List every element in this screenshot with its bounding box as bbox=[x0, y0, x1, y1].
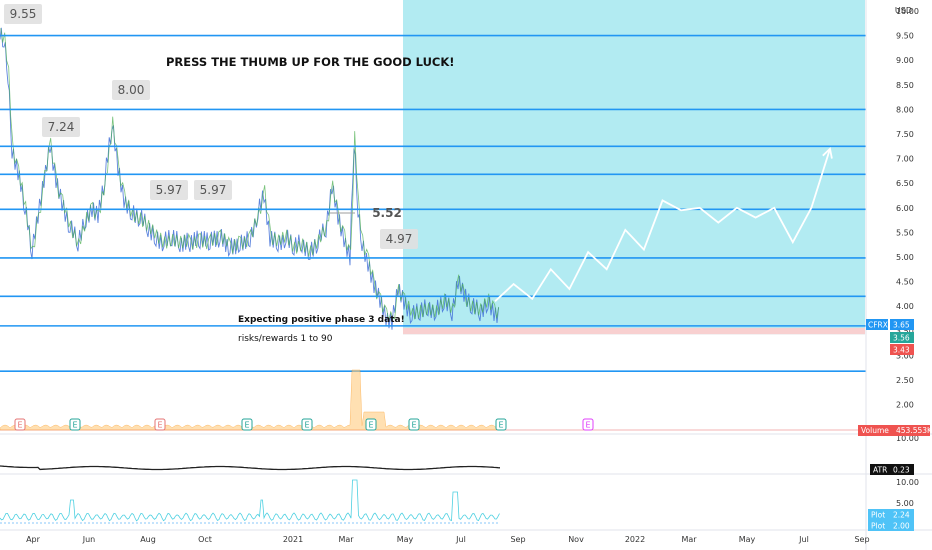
plot-tag bbox=[868, 509, 914, 520]
plot-tag bbox=[868, 520, 914, 531]
earnings-marker[interactable] bbox=[14, 418, 26, 431]
x-tick-label: Mar bbox=[338, 535, 354, 544]
y-tick-label: 8.00 bbox=[896, 105, 914, 114]
earnings-marker-label: E bbox=[17, 421, 22, 430]
x-tick-label: Nov bbox=[568, 535, 584, 544]
earnings-marker-label: E bbox=[244, 421, 249, 430]
price-callout-label: 5.97 bbox=[200, 183, 227, 197]
volume-axis-label: 10.00 bbox=[896, 434, 919, 443]
y-tick-label: 2.00 bbox=[896, 401, 914, 410]
x-tick-label: Jun bbox=[82, 535, 96, 544]
price-callout-label: 7.24 bbox=[48, 120, 75, 134]
plot-tag-label: Plot bbox=[871, 511, 885, 520]
price-callout-label: 9.55 bbox=[10, 7, 37, 21]
symbol-tag bbox=[866, 319, 888, 330]
price-callout-label: 5.52 bbox=[372, 206, 402, 220]
plot-tag-value: 2.00 bbox=[893, 522, 910, 531]
earnings-marker-label: E bbox=[368, 421, 373, 430]
earnings-marker-label: E bbox=[585, 421, 590, 430]
x-tick-label: Mar bbox=[681, 535, 697, 544]
y-tick-label: 10.00 bbox=[896, 7, 919, 16]
price-tag bbox=[890, 332, 914, 343]
y-tick-label: 5.00 bbox=[896, 253, 914, 262]
atr-tag-value: 0.23 bbox=[893, 466, 910, 475]
volume-tag-label: Volume bbox=[861, 426, 889, 435]
earnings-marker[interactable] bbox=[582, 418, 594, 431]
earnings-marker[interactable] bbox=[241, 418, 253, 431]
price-callout-label: 4.97 bbox=[386, 232, 413, 246]
atr-tag bbox=[870, 464, 914, 475]
earnings-marker-label: E bbox=[157, 421, 162, 430]
y-tick-label: 7.00 bbox=[896, 155, 914, 164]
price-tag bbox=[890, 344, 914, 355]
stop-zone bbox=[403, 327, 865, 335]
volume-tag bbox=[858, 425, 930, 436]
earnings-marker[interactable] bbox=[154, 418, 166, 431]
plot-axis-label: 10.00 bbox=[896, 478, 919, 487]
y-tick-label: 3.50 bbox=[896, 327, 914, 336]
y-tick-label: 3.00 bbox=[896, 351, 914, 360]
price-callout-box bbox=[112, 80, 150, 100]
price-tag-value: 3.56 bbox=[893, 334, 910, 343]
earnings-marker[interactable] bbox=[301, 418, 313, 431]
price-callout-label: 5.97 bbox=[156, 183, 183, 197]
y-tick-label: 9.00 bbox=[896, 56, 914, 65]
price-callout-box bbox=[380, 229, 418, 249]
projection-path bbox=[494, 148, 831, 302]
note-line: Expecting positive phase 3 data! bbox=[238, 315, 405, 325]
x-tick-label: 2021 bbox=[283, 535, 303, 544]
y-tick-label: 6.50 bbox=[896, 179, 914, 188]
x-tick-label: Apr bbox=[26, 535, 41, 544]
earnings-marker[interactable] bbox=[365, 418, 377, 431]
x-tick-label: Jul bbox=[798, 535, 809, 544]
x-tick-label: Sep bbox=[510, 535, 525, 544]
earnings-marker[interactable] bbox=[69, 418, 81, 431]
plot-tag-value: 2.24 bbox=[893, 511, 910, 520]
y-tick-label: 4.50 bbox=[896, 278, 914, 287]
y-tick-label: 6.00 bbox=[896, 204, 914, 213]
price-callout-label: 8.00 bbox=[118, 83, 145, 97]
price-tag-value: 3.43 bbox=[893, 346, 910, 355]
price-tag-value: 3.65 bbox=[893, 321, 910, 330]
x-tick-label: May bbox=[739, 535, 756, 544]
y-tick-label: 2.50 bbox=[896, 376, 914, 385]
projection-arrowhead bbox=[822, 146, 833, 159]
y-tick-label: 4.00 bbox=[896, 302, 914, 311]
headline-text: PRESS THE THUMB UP FOR THE GOOD LUCK! bbox=[166, 55, 455, 69]
price-callout-box bbox=[150, 180, 188, 200]
x-tick-label: May bbox=[397, 535, 414, 544]
y-tick-label: 9.50 bbox=[896, 32, 914, 41]
price-callout-box bbox=[42, 117, 80, 137]
price-line-up bbox=[0, 28, 500, 323]
x-tick-label: Jul bbox=[455, 535, 466, 544]
price-callout-box bbox=[194, 180, 232, 200]
plot-tag-label: Plot bbox=[871, 522, 885, 531]
earnings-marker-label: E bbox=[498, 421, 503, 430]
earnings-marker[interactable] bbox=[495, 418, 507, 431]
x-tick-label: Aug bbox=[140, 535, 156, 544]
plot-axis-label: 5.00 bbox=[896, 499, 914, 508]
symbol-tag-label: CFRX bbox=[868, 321, 888, 330]
plot-line bbox=[0, 479, 500, 522]
price-tag bbox=[890, 319, 914, 330]
y-tick-label: 5.50 bbox=[896, 228, 914, 237]
y-tick-label: 7.50 bbox=[896, 130, 914, 139]
currency-label: USD bbox=[895, 6, 912, 15]
x-tick-label: Oct bbox=[198, 535, 212, 544]
earnings-marker-label: E bbox=[304, 421, 309, 430]
earnings-marker-label: E bbox=[411, 421, 416, 430]
volume-tag-value: 453.553K bbox=[896, 426, 932, 435]
x-tick-label: Sep bbox=[854, 535, 869, 544]
note-line: risks/rewards 1 to 90 bbox=[238, 334, 333, 344]
atr-line bbox=[0, 465, 501, 471]
target-zone bbox=[403, 0, 865, 335]
y-tick-label: 8.50 bbox=[896, 81, 914, 90]
earnings-marker[interactable] bbox=[408, 418, 420, 431]
x-tick-label: 2022 bbox=[625, 535, 645, 544]
earnings-marker-label: E bbox=[72, 421, 77, 430]
price-callout-box bbox=[4, 4, 42, 24]
atr-tag-label: ATR bbox=[873, 466, 887, 475]
